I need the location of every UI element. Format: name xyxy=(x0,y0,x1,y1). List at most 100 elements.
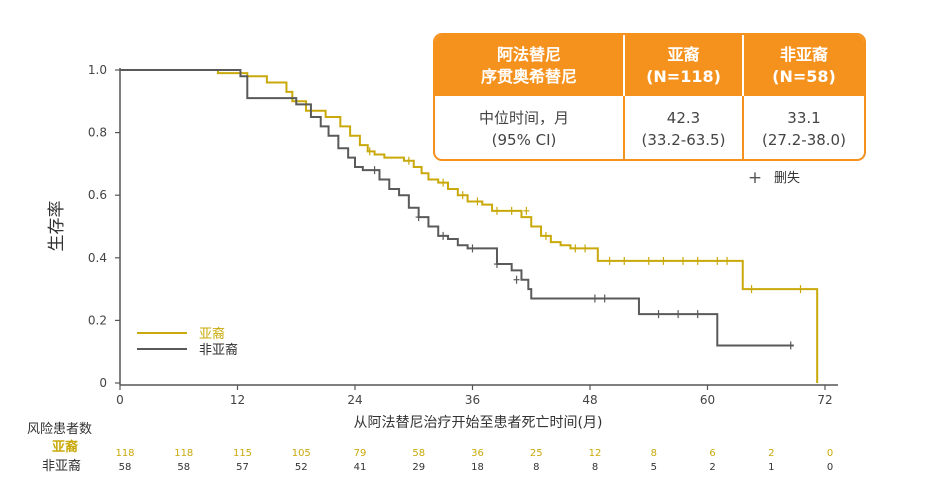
header-yana-line1: 亚裔 xyxy=(667,44,700,64)
censor-mark-yana xyxy=(474,197,481,206)
censor-mark-yana xyxy=(797,285,804,294)
risk-value-non_yana: 8 xyxy=(533,462,539,473)
risk-value-non_yana: 29 xyxy=(412,462,425,473)
censor-mark-yana xyxy=(724,256,731,265)
censor-mark-yana xyxy=(508,206,515,215)
x-tick-label: 24 xyxy=(347,393,362,407)
risk-value-non_yana: 41 xyxy=(354,462,367,473)
censor-mark-yana xyxy=(606,256,613,265)
censor-mark-yana xyxy=(459,191,466,200)
header-yana-line2: (N=118) xyxy=(646,66,721,86)
x-tick-label: 60 xyxy=(700,393,715,407)
censor-mark-non_yana xyxy=(694,310,701,319)
risk-value-yana: 2 xyxy=(768,448,774,459)
risk-value-non_yana: 8 xyxy=(592,462,598,473)
median-table-header: 阿法替尼 序贯奥希替尼 亚裔 (N=118) 非亚裔 (N=58) xyxy=(435,35,864,96)
risk-value-non_yana: 58 xyxy=(119,462,132,473)
censor-mark-non_yana xyxy=(513,275,520,284)
y-tick-label: 0.6 xyxy=(88,188,107,202)
censor-label: 删失 xyxy=(774,171,800,186)
censor-mark-non_yana xyxy=(415,213,422,222)
censor-mark-yana xyxy=(366,147,373,156)
header-non-yana-line1: 非亚裔 xyxy=(779,44,828,64)
header-treatment-line1: 阿法替尼 xyxy=(496,44,561,64)
risk-row-label-non-yana: 非亚裔 xyxy=(42,458,81,474)
risk-value-non_yana: 52 xyxy=(295,462,308,473)
risk-value-non_yana: 1 xyxy=(768,462,774,473)
series-line-yana xyxy=(120,69,819,383)
censor-mark-yana xyxy=(582,244,589,253)
risk-value-yana: 118 xyxy=(115,448,134,459)
x-tick-label: 72 xyxy=(817,393,832,407)
median-non-yana-ci: (27.2-38.0) xyxy=(762,130,846,149)
censor-mark-yana xyxy=(542,231,549,240)
row-label-line2: (95% CI) xyxy=(491,130,557,149)
risk-value-yana: 0 xyxy=(827,448,833,459)
censor-mark-yana xyxy=(748,285,755,294)
legend-label-non-yana: 非亚裔 xyxy=(199,342,238,358)
risk-value-yana: 12 xyxy=(589,448,602,459)
x-tick-label: 48 xyxy=(582,393,597,407)
header-treatment-line2: 序贯奥希替尼 xyxy=(480,66,577,86)
censor-mark-non_yana xyxy=(591,294,598,303)
median-yana-ci: (33.2-63.5) xyxy=(641,130,726,149)
censor-mark-non_yana xyxy=(469,244,476,253)
risk-table-title: 风险患者数 xyxy=(27,422,92,437)
censor-mark-non_yana xyxy=(655,310,662,319)
censor-mark-yana xyxy=(694,256,701,265)
y-tick-label: 0.8 xyxy=(88,126,107,140)
median-non-yana: 33.1 (27.2-38.0) xyxy=(742,96,864,159)
censor-mark-non_yana xyxy=(371,166,378,175)
censor-mark-yana xyxy=(645,256,652,265)
censor-mark-non_yana xyxy=(601,294,608,303)
censor-symbol: + xyxy=(748,168,762,188)
x-tick-label: 0 xyxy=(116,393,124,407)
risk-row-label-yana: 亚裔 xyxy=(52,439,78,455)
y-tick-label: 1.0 xyxy=(88,63,107,77)
risk-values: 118 118 115 105 79 58 36 25 12 8 6 2 058 58 57 52 41 29 18… xyxy=(115,448,833,473)
median-table: 阿法替尼 序贯奥希替尼 亚裔 (N=118) 非亚裔 (N=58) 中位时间，月… xyxy=(433,33,866,161)
y-tick-label: 0 xyxy=(99,376,107,390)
censor-mark-non_yana xyxy=(787,341,794,350)
censor-mark-yana xyxy=(714,256,721,265)
header-non-yana-line2: (N=58) xyxy=(772,66,836,86)
row-label: 中位时间，月 (95% CI) xyxy=(435,96,623,159)
censor-mark-non_yana xyxy=(675,310,682,319)
censor-mark-yana xyxy=(660,256,667,265)
risk-value-yana: 79 xyxy=(354,448,367,459)
risk-value-yana: 58 xyxy=(412,448,425,459)
median-yana: 42.3 (33.2-63.5) xyxy=(623,96,742,159)
risk-value-yana: 25 xyxy=(530,448,543,459)
x-axis-title: 从阿法替尼治疗开始至患者死亡时间(月) xyxy=(354,415,603,431)
header-treatment: 阿法替尼 序贯奥希替尼 xyxy=(435,35,623,96)
risk-value-yana: 6 xyxy=(709,448,715,459)
risk-value-non_yana: 2 xyxy=(709,462,715,473)
risk-value-non_yana: 57 xyxy=(236,462,249,473)
series-layer xyxy=(120,69,819,383)
y-axis-title: 生存率 xyxy=(47,201,67,252)
median-non-yana-value: 33.1 xyxy=(787,108,821,127)
risk-value-yana: 8 xyxy=(651,448,657,459)
y-tick-label: 0.4 xyxy=(88,251,107,265)
censor-mark-yana xyxy=(572,244,579,253)
censor-legend: + 删失 xyxy=(748,168,800,188)
legend: 亚裔 非亚裔 xyxy=(137,326,238,358)
censor-mark-yana xyxy=(440,178,447,187)
censor-mark-non_yana xyxy=(493,260,500,269)
censor-mark-yana xyxy=(493,206,500,215)
censor-mark-yana xyxy=(523,206,530,215)
axes: 0 0.2 0.4 0.6 0.8 1.0 0 12 24 36 48 60 72 xyxy=(88,63,838,407)
x-tick-label: 12 xyxy=(230,393,245,407)
risk-value-non_yana: 58 xyxy=(177,462,190,473)
risk-value-yana: 115 xyxy=(233,448,252,459)
header-yana: 亚裔 (N=118) xyxy=(623,35,742,96)
risk-value-non_yana: 18 xyxy=(471,462,484,473)
risk-value-yana: 118 xyxy=(174,448,193,459)
censor-mark-yana xyxy=(680,256,687,265)
series-line-non_yana xyxy=(120,69,794,347)
y-tick-label: 0.2 xyxy=(88,313,107,327)
row-label-line1: 中位时间，月 xyxy=(478,108,569,127)
risk-value-yana: 36 xyxy=(471,448,484,459)
censor-mark-non_yana xyxy=(440,231,447,240)
